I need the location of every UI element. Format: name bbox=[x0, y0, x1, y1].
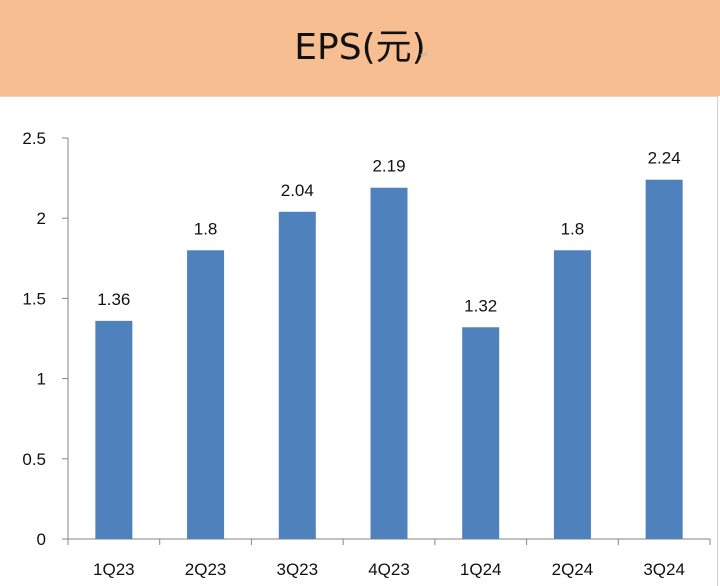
x-tick-label: 2Q23 bbox=[185, 560, 227, 579]
bar bbox=[370, 187, 408, 539]
x-tick-label: 3Q24 bbox=[643, 560, 685, 579]
y-tick-label: 2.5 bbox=[22, 129, 46, 148]
x-tick-label: 2Q24 bbox=[552, 560, 594, 579]
y-tick-label: 1 bbox=[37, 370, 46, 389]
data-label: 2.19 bbox=[372, 157, 405, 176]
bar bbox=[187, 250, 225, 539]
chart-area bbox=[0, 96, 718, 586]
data-label: 2.24 bbox=[648, 149, 681, 168]
data-label: 1.8 bbox=[561, 219, 585, 238]
bar bbox=[278, 211, 316, 539]
bar bbox=[95, 320, 133, 539]
y-tick-label: 0.5 bbox=[22, 450, 46, 469]
data-label: 2.04 bbox=[281, 181, 314, 200]
x-tick-label: 1Q24 bbox=[460, 560, 502, 579]
chart-title: EPS(元) bbox=[294, 27, 426, 68]
x-tick-label: 1Q23 bbox=[93, 560, 135, 579]
y-tick-label: 2 bbox=[37, 209, 46, 228]
x-tick-label: 3Q23 bbox=[276, 560, 318, 579]
bar bbox=[462, 327, 500, 539]
x-tick-label: 4Q23 bbox=[368, 560, 410, 579]
data-label: 1.32 bbox=[464, 296, 497, 315]
data-label: 1.36 bbox=[97, 290, 130, 309]
bar bbox=[645, 179, 683, 540]
paragraph-mark-icon: ↵ bbox=[420, 50, 429, 61]
data-label: 1.8 bbox=[194, 219, 218, 238]
bar bbox=[553, 250, 591, 539]
y-tick-label: 1.5 bbox=[22, 289, 46, 308]
title-band bbox=[0, 0, 720, 96]
y-tick-label: 0 bbox=[37, 530, 46, 549]
